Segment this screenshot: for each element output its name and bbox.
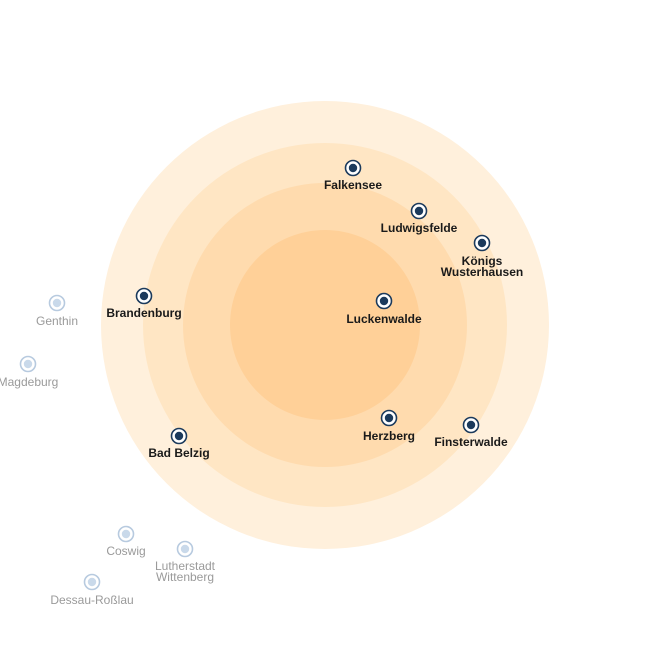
city-dot [379,296,389,306]
city-label-line: Ludwigsfelde [381,221,458,235]
city-dot [174,431,184,441]
city-dot [121,529,131,539]
city-markers: Falkensee Ludwigsfelde Königs Wusterhausen B… [0,159,523,608]
city-dot [477,238,487,248]
city-label: Lutherstadt Wittenberg [155,559,216,584]
city-label: Coswig [106,544,145,558]
city-label-line: Falkensee [324,178,382,192]
city-label: Königs Wusterhausen [441,254,523,279]
city-dot [466,420,476,430]
city-marker-falkensee[interactable]: Falkensee [324,159,382,193]
city-label-line: Luckenwalde [346,312,422,326]
city-marker-herzberg[interactable]: Herzberg [363,409,415,444]
city-label-line: Genthin [36,314,78,328]
city-label: Finsterwalde [434,435,508,449]
city-dot [52,298,62,308]
city-label-line: Finsterwalde [434,435,508,449]
city-label-line: Wittenberg [156,570,214,584]
city-marker-lutherstadt-wittenberg[interactable]: Lutherstadt Wittenberg [155,540,216,585]
city-label-line: Magdeburg [0,375,58,389]
city-dot [23,359,33,369]
city-marker-finsterwalde[interactable]: Finsterwalde [434,416,508,450]
city-label: Genthin [36,314,78,328]
city-label: Herzberg [363,429,415,443]
city-dot [384,413,394,423]
city-label: Ludwigsfelde [381,221,458,235]
city-dot [139,291,149,301]
city-label-line: Brandenburg [106,306,181,320]
city-marker-genthin[interactable]: Genthin [36,294,78,329]
city-label: Luckenwalde [346,312,422,326]
city-marker-luckenwalde[interactable]: Luckenwalde [346,292,422,327]
city-label-line: Wusterhausen [441,265,523,279]
city-marker-koenigs-wusterhausen[interactable]: Königs Wusterhausen [441,234,523,280]
city-dot [414,206,424,216]
city-label-line: Herzberg [363,429,415,443]
city-dot [180,544,190,554]
city-label: Falkensee [324,178,382,192]
city-label: Bad Belzig [148,446,209,460]
city-marker-coswig[interactable]: Coswig [106,525,146,559]
city-dot [348,163,358,173]
city-label-line: Bad Belzig [148,446,209,460]
city-label: Magdeburg [0,375,58,389]
distance-rings [101,101,549,549]
city-label-line: Königs [462,254,503,268]
city-label: Brandenburg [106,306,181,320]
city-marker-dessau-rosslau[interactable]: Dessau-Roßlau [50,573,134,608]
city-label: Dessau-Roßlau [50,593,133,607]
ring-inner [230,230,420,420]
city-label-line: Coswig [106,544,145,558]
city-label-line: Lutherstadt [155,559,216,573]
city-marker-ludwigsfelde[interactable]: Ludwigsfelde [381,202,458,236]
city-marker-bad-belzig[interactable]: Bad Belzig [148,427,210,461]
city-marker-brandenburg[interactable]: Brandenburg [106,287,182,321]
city-marker-magdeburg[interactable]: Magdeburg [0,355,58,390]
city-label-line: Dessau-Roßlau [50,593,133,607]
city-dot [87,577,97,587]
